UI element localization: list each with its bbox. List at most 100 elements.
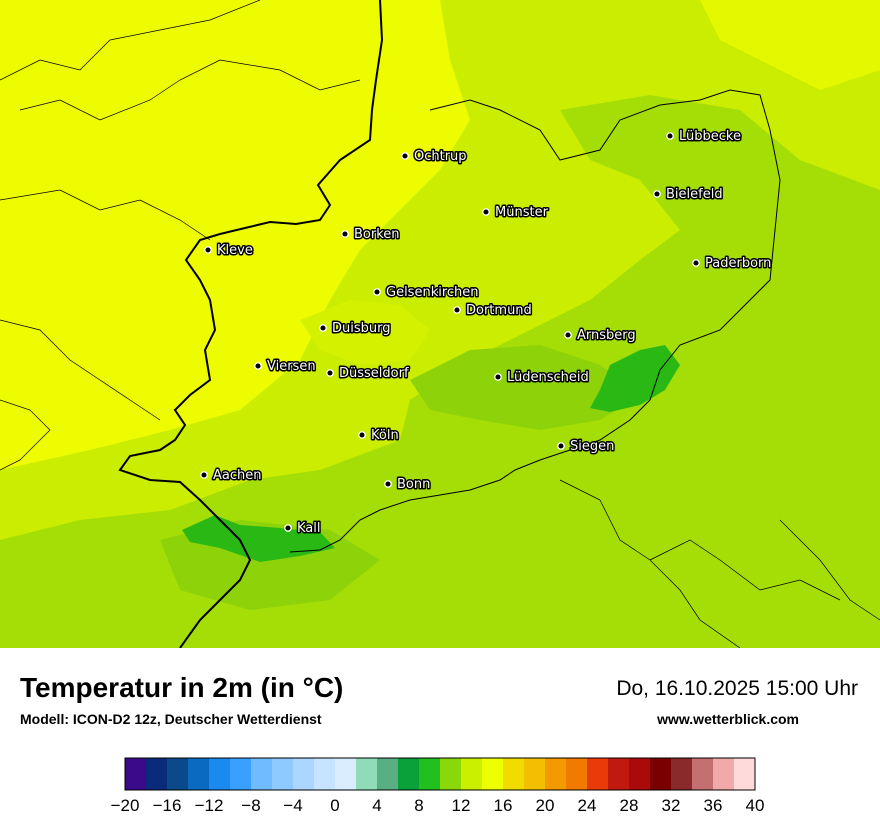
borders [0,0,880,648]
city-marker: Viersen [254,358,317,376]
city-dot [341,230,349,238]
city-dot [319,324,327,332]
city-label: Lübbecke [679,129,741,144]
city-dot [494,373,502,381]
colorbar-swatches [124,757,756,791]
city-marker: Borken [341,226,401,244]
city-label: Lüdenscheid [507,370,589,385]
city-markers: Lübbecke Ochtrup Bielefeld Münster Borken Kle… [200,128,773,538]
national-border [118,0,384,648]
temperature-map: Lübbecke Ochtrup Bielefeld Münster Borken Kle… [0,0,880,648]
city-dot [358,431,366,439]
colorbar-swatch [692,758,714,790]
zone-cold-green-eifel [182,515,335,562]
city-marker: Duisburg [319,320,392,338]
model-subtitle: Modell: ICON-D2 12z, Deutscher Wetterdie… [20,711,322,727]
colorbar-tick-label: 16 [494,796,513,815]
city-marker: Dortmund [453,302,533,320]
state-border [289,89,781,553]
city-dot [284,524,292,532]
city-dot [254,362,262,370]
colorbar-swatch [377,758,399,790]
colorbar-tick-label: 12 [452,796,471,815]
city-dot [453,306,461,314]
colorbar-swatch [419,758,441,790]
city-marker: Arnsberg [564,327,637,345]
city-dot [384,480,392,488]
city-marker: Lüdenscheid [494,369,590,387]
city-marker: Paderborn [692,255,773,273]
colorbar-swatch [314,758,336,790]
city-label: Paderborn [705,256,771,271]
colorbar-swatch [209,758,231,790]
forecast-datetime: Do, 16.10.2025 15:00 Uhr [616,677,858,700]
colorbar-tick-label: −20 [111,796,140,815]
colorbar-tick-label: 20 [536,796,555,815]
city-dot [200,471,208,479]
city-label: Kall [297,521,321,536]
colorbar-tick-label: 40 [746,796,765,815]
colorbar-swatch [398,758,420,790]
colorbar-swatch [356,758,378,790]
map-title: Temperatur in 2m (in °C) [20,672,344,703]
colorbar-swatch [146,758,168,790]
colorbar-tick-label: 8 [414,796,423,815]
colorbar-ticks: −20 −16 −12 −8 −4 0 4 8 12 16 20 24 28 32 36 40 [111,796,765,815]
colorbar-tick-label: −16 [153,796,182,815]
city-label: Dortmund [466,303,532,318]
city-dot [653,190,661,198]
city-label: Kleve [217,243,253,258]
colorbar-tick-label: −12 [195,796,224,815]
colorbar-swatch [566,758,588,790]
colorbar-swatch [545,758,567,790]
city-dot [666,132,674,140]
zone-cold-green-sauerland [590,345,680,412]
city-label: Köln [371,428,399,443]
color-legend: −20 −16 −12 −8 −4 0 4 8 12 16 20 24 28 32 36 40 [111,757,765,815]
colorbar-swatch [503,758,525,790]
city-dot [204,246,212,254]
city-dot [692,259,700,267]
colorbar-swatch [461,758,483,790]
map-canvas: Lübbecke Ochtrup Bielefeld Münster Borken Kle… [0,0,880,648]
city-marker: Düsseldorf [326,365,410,383]
zone-cooler-green [0,95,880,648]
city-dot [564,331,572,339]
city-dot [326,369,334,377]
city-dot [482,208,490,216]
city-dot [401,152,409,160]
colorbar-swatch [629,758,651,790]
city-marker: Aachen [200,467,263,485]
city-label: Ochtrup [414,149,467,164]
city-marker: Siegen [557,438,616,456]
city-label: Münster [495,205,549,220]
colorbar-swatch [524,758,546,790]
city-label: Bielefeld [666,187,723,202]
city-dot [373,288,381,296]
city-label: Gelsenkirchen [386,285,479,300]
temperature-zones [0,0,880,648]
city-marker: Gelsenkirchen [373,284,480,302]
colorbar-swatch [734,758,756,790]
website-link[interactable]: www.wetterblick.com [657,711,799,727]
admin-border-1 [0,0,880,648]
colorbar-swatch [608,758,630,790]
city-label: Viersen [267,359,316,374]
colorbar-swatch [587,758,609,790]
colorbar-swatch [230,758,252,790]
city-marker: Lübbecke [666,128,742,146]
zone-lighter-rhine [300,300,430,365]
city-label: Düsseldorf [339,366,409,381]
colorbar-tick-label: −4 [283,796,302,815]
colorbar-swatch [293,758,315,790]
colorbar-swatch [671,758,693,790]
colorbar-frame [124,757,756,791]
city-marker: Ochtrup [401,148,468,166]
city-marker: Bonn [384,476,432,494]
city-dot [557,442,565,450]
city-label: Duisburg [332,321,391,336]
colorbar-swatch [440,758,462,790]
colorbar-tick-label: 32 [662,796,681,815]
zone-cool-green-hills-1 [410,345,640,430]
colorbar-swatch [167,758,189,790]
